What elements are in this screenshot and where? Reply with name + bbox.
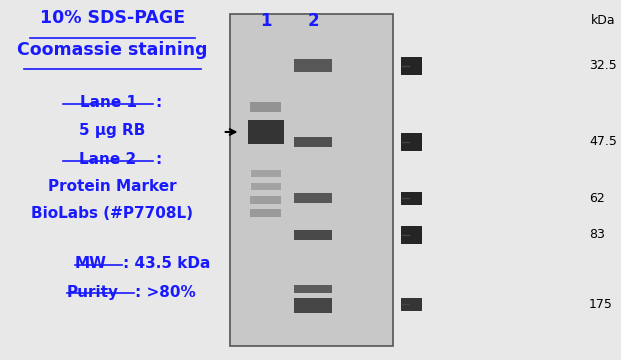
Text: 2: 2 [307, 12, 319, 30]
FancyBboxPatch shape [294, 230, 332, 240]
Text: 5 μg RB: 5 μg RB [79, 123, 145, 138]
Text: 32.5: 32.5 [589, 59, 617, 72]
Text: :: : [155, 95, 161, 111]
FancyBboxPatch shape [294, 298, 332, 313]
FancyBboxPatch shape [251, 170, 281, 177]
FancyBboxPatch shape [294, 285, 332, 293]
Text: Lane 2: Lane 2 [79, 152, 137, 167]
Text: :: : [155, 152, 161, 167]
FancyBboxPatch shape [401, 133, 422, 151]
Text: : 43.5 kDa: : 43.5 kDa [124, 256, 211, 271]
Text: kDa: kDa [591, 14, 615, 27]
Text: Lane 1: Lane 1 [79, 95, 137, 111]
Text: MW: MW [75, 256, 107, 271]
FancyBboxPatch shape [401, 57, 422, 75]
FancyBboxPatch shape [248, 120, 284, 144]
Text: 1: 1 [260, 12, 271, 30]
FancyBboxPatch shape [230, 14, 393, 346]
Text: Protein Marker: Protein Marker [48, 179, 176, 194]
FancyBboxPatch shape [401, 298, 422, 311]
Text: 47.5: 47.5 [589, 135, 617, 148]
Text: Purity: Purity [66, 285, 119, 300]
Text: 83: 83 [589, 228, 605, 241]
FancyBboxPatch shape [251, 183, 281, 190]
Text: 62: 62 [589, 192, 605, 205]
FancyBboxPatch shape [250, 210, 281, 217]
FancyBboxPatch shape [401, 225, 422, 244]
FancyBboxPatch shape [294, 193, 332, 203]
FancyBboxPatch shape [294, 59, 332, 72]
Text: 175: 175 [589, 298, 613, 311]
Text: 10% SDS-PAGE: 10% SDS-PAGE [40, 9, 185, 27]
Text: : >80%: : >80% [135, 285, 196, 300]
FancyBboxPatch shape [250, 196, 281, 203]
Text: Coomassie staining: Coomassie staining [17, 41, 207, 59]
FancyBboxPatch shape [401, 192, 422, 205]
FancyBboxPatch shape [250, 103, 281, 112]
FancyBboxPatch shape [294, 137, 332, 147]
Text: BioLabs (#P7708L): BioLabs (#P7708L) [31, 206, 193, 221]
